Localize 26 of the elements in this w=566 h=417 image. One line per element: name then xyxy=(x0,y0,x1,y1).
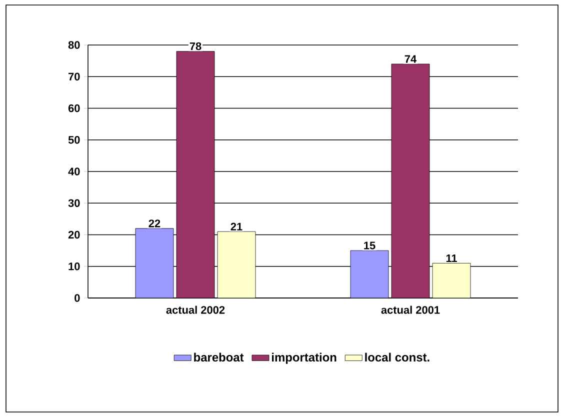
legend-label: local const. xyxy=(365,352,430,362)
data-label: 78 xyxy=(190,42,202,50)
bar xyxy=(391,64,430,298)
y-tick-label: 30 xyxy=(68,199,80,208)
y-tick-label: 60 xyxy=(68,104,80,112)
data-label: 74 xyxy=(404,55,417,63)
x-tick-label: actual 2002 xyxy=(166,306,225,314)
data-label: 11 xyxy=(446,254,457,262)
data-label: 21 xyxy=(230,222,242,230)
y-tick-label: 70 xyxy=(68,72,80,81)
bar xyxy=(176,51,215,298)
bar xyxy=(217,231,256,298)
y-tick-label: 0 xyxy=(74,294,80,302)
data-label: 15 xyxy=(364,242,376,250)
x-tick-label: actual 2001 xyxy=(381,306,440,314)
y-tick-label: 20 xyxy=(68,230,80,239)
bar xyxy=(432,263,471,298)
y-tick-label: 80 xyxy=(68,41,80,49)
y-tick-label: 10 xyxy=(68,262,80,270)
y-tick-label: 40 xyxy=(68,168,80,176)
legend-label: importation xyxy=(272,352,336,364)
bar xyxy=(135,228,174,298)
data-label: 22 xyxy=(148,220,160,228)
y-tick-label: 50 xyxy=(68,136,80,144)
bar xyxy=(350,250,389,298)
legend-label: bareboat xyxy=(194,352,244,362)
